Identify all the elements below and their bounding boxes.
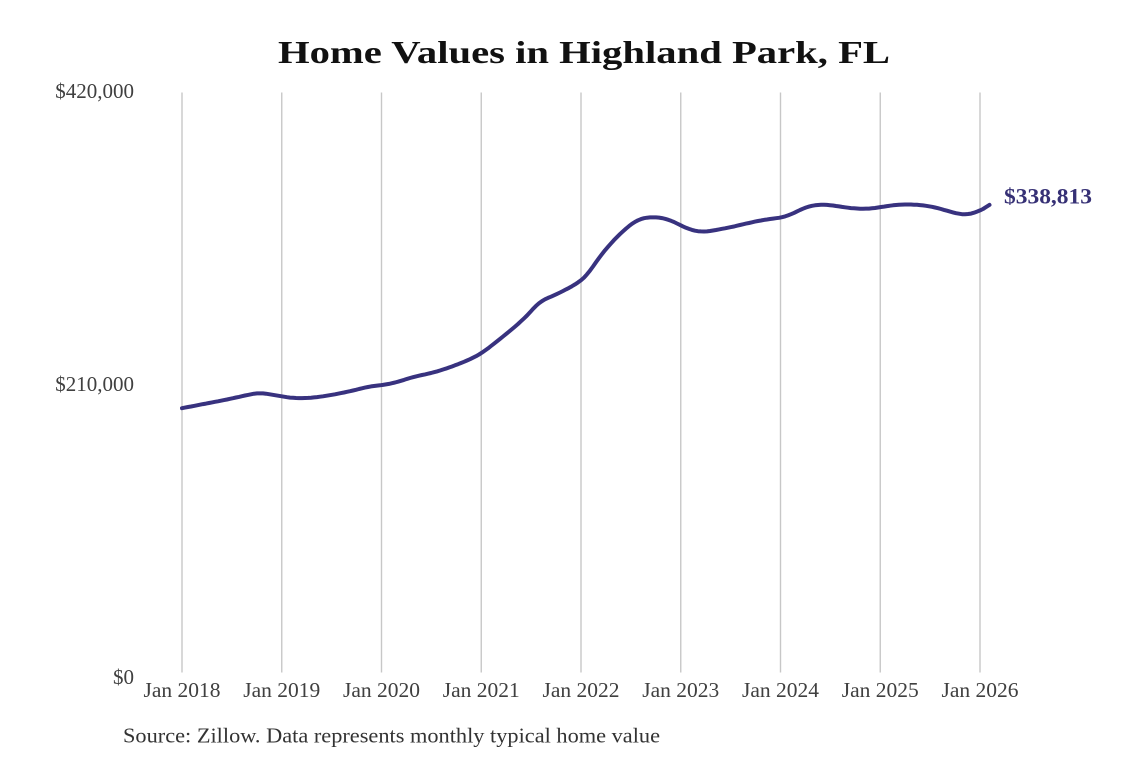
svg-text:Jan 2024: Jan 2024 <box>742 678 820 702</box>
svg-text:$338,813: $338,813 <box>1004 184 1092 209</box>
svg-text:Home Values in Highland Park,: Home Values in Highland Park, FL <box>278 34 890 70</box>
svg-text:$420,000: $420,000 <box>55 79 134 103</box>
svg-text:Jan 2023: Jan 2023 <box>642 678 719 702</box>
svg-text:$210,000: $210,000 <box>55 372 134 396</box>
svg-text:Jan 2022: Jan 2022 <box>543 678 620 702</box>
svg-text:Jan 2026: Jan 2026 <box>942 678 1019 702</box>
svg-text:Jan 2021: Jan 2021 <box>443 678 520 702</box>
svg-text:Jan 2018: Jan 2018 <box>144 678 221 702</box>
svg-text:Jan 2019: Jan 2019 <box>243 678 320 702</box>
svg-text:Source: Zillow. Data represent: Source: Zillow. Data represents monthly … <box>123 723 660 747</box>
svg-text:Jan 2020: Jan 2020 <box>343 678 420 702</box>
svg-text:$0: $0 <box>113 665 134 689</box>
svg-text:Jan 2025: Jan 2025 <box>842 678 919 702</box>
